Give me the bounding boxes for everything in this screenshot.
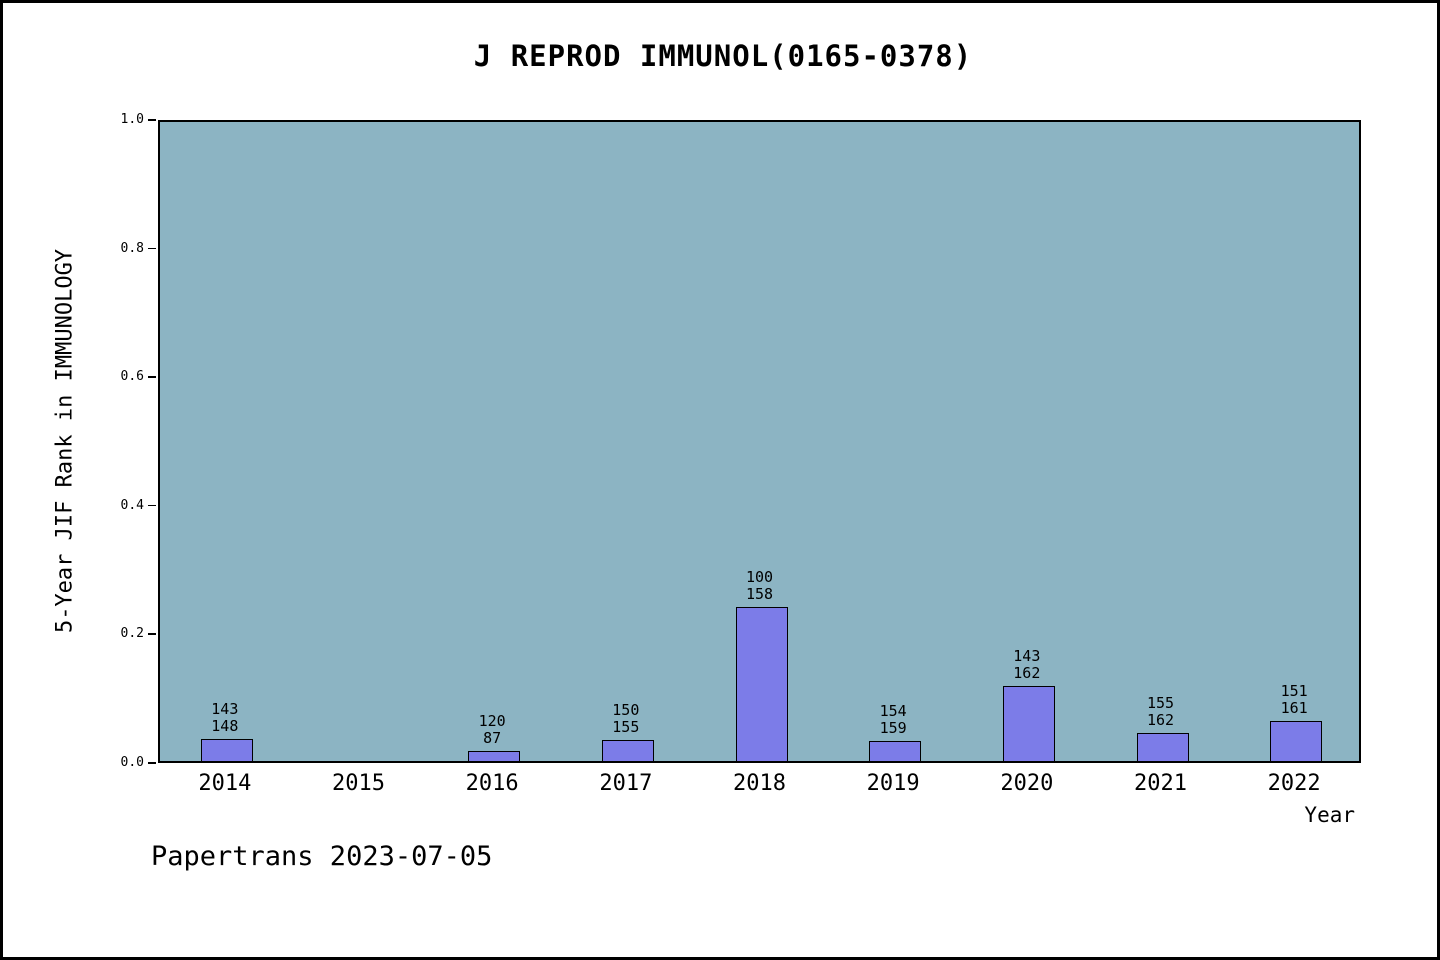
bar (1270, 721, 1322, 761)
footer-text: Papertrans 2023-07-05 (151, 841, 493, 872)
x-axis-label: Year (1304, 803, 1355, 827)
y-tick-label: 0.6 (120, 369, 144, 385)
bar (201, 739, 253, 761)
x-tick-label: 2015 (332, 771, 385, 796)
bar-label: 120 87 (478, 712, 506, 747)
bar-label: 154 159 (879, 702, 907, 737)
bar (1003, 686, 1055, 761)
y-tick-mark (148, 504, 156, 507)
bar (736, 607, 788, 761)
bar-label: 151 161 (1280, 682, 1308, 717)
bar-label: 150 155 (612, 701, 640, 736)
x-tick-label: 2016 (465, 771, 519, 796)
bar (468, 751, 520, 761)
x-tick-label: 2021 (1134, 771, 1187, 796)
x-tick-label: 2022 (1267, 771, 1321, 796)
y-tick-label: 0.8 (120, 240, 144, 256)
x-tick-label: 2018 (733, 771, 786, 796)
bar-label: 143 148 (211, 700, 239, 735)
bar (1137, 733, 1189, 761)
bar-label: 155 162 (1146, 694, 1175, 729)
x-tick-label: 2017 (599, 771, 653, 796)
bar-label: 143 162 (1013, 647, 1041, 682)
y-tick-mark (148, 376, 156, 378)
x-tick-label: 2019 (866, 771, 920, 796)
y-tick-mark (148, 247, 156, 250)
bar-label: 100 158 (745, 568, 774, 603)
y-tick-mark (148, 119, 156, 121)
bar (869, 741, 921, 761)
bar (602, 740, 654, 761)
y-axis-label: 5-Year JIF Rank in IMMUNOLOGY (52, 248, 78, 634)
y-tick-label: 1.0 (120, 112, 144, 127)
y-tick-label: 0.2 (120, 626, 144, 642)
plot-area (158, 120, 1361, 763)
y-tick-mark (148, 633, 156, 635)
x-tick-label: 2014 (198, 771, 252, 796)
y-tick-mark (148, 762, 156, 764)
chart-title: J REPROD IMMUNOL(0165-0378) (473, 39, 973, 73)
x-tick-label: 2020 (1000, 771, 1054, 796)
y-tick-label: 0.4 (120, 497, 144, 513)
y-tick-label: 0.0 (120, 755, 144, 770)
